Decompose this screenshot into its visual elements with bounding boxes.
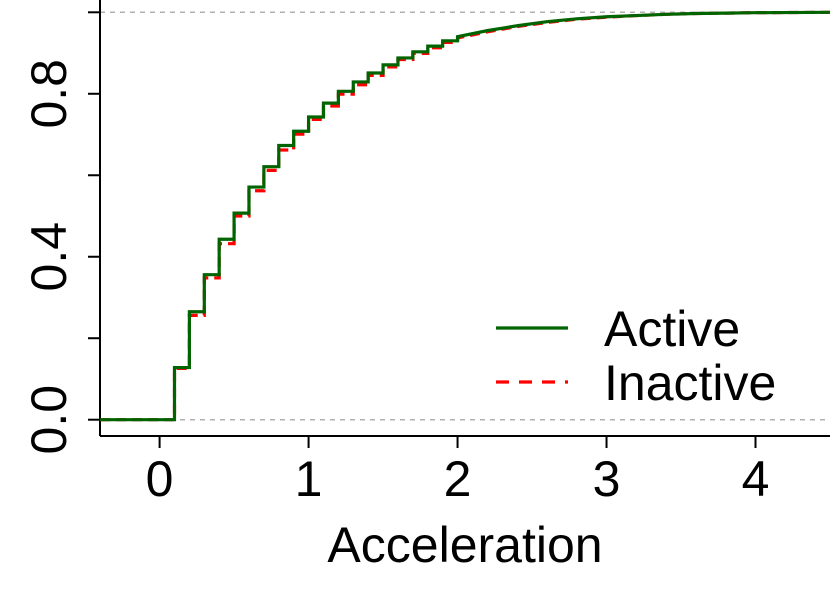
x-tick-label: 1 xyxy=(295,451,323,507)
reference-lines xyxy=(100,11,830,421)
y-tick-label: 0.0 xyxy=(21,385,77,455)
legend-label-active: Active xyxy=(604,301,740,357)
x-tick-label: 2 xyxy=(444,451,472,507)
x-axis-ticks: 0 1 2 3 4 xyxy=(146,436,770,507)
y-axis-ticks: 0.0 0.4 0.8 xyxy=(21,11,100,455)
series-layer xyxy=(100,10,830,422)
series-line-active xyxy=(100,10,830,422)
axes xyxy=(99,0,830,437)
legend-label-inactive: Inactive xyxy=(604,355,776,411)
x-tick-label: 3 xyxy=(593,451,621,507)
x-tick-label: 4 xyxy=(742,451,770,507)
y-tick-label: 0.4 xyxy=(21,222,77,292)
y-tick-label: 0.8 xyxy=(21,59,77,129)
x-tick-label: 0 xyxy=(146,451,174,507)
x-axis-title: Acceleration xyxy=(327,517,602,573)
legend: Active Inactive xyxy=(496,301,776,411)
